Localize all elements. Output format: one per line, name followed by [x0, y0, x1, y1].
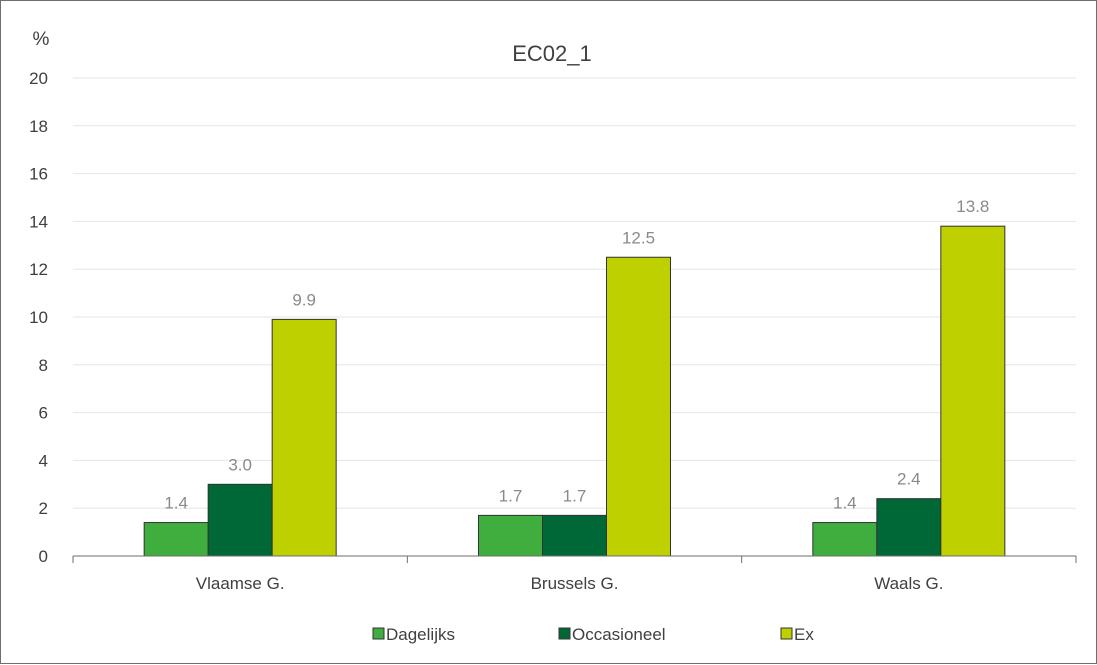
bar-dagelijks [478, 514, 543, 557]
x-axis [72, 555, 1077, 563]
gridlines [73, 77, 1076, 509]
data-label: 13.8 [956, 197, 989, 216]
bar-occasioneel [542, 514, 607, 557]
data-label: 1.7 [499, 486, 523, 505]
bars [143, 225, 1006, 557]
y-tick-label: 16 [29, 165, 48, 184]
data-label: 1.4 [164, 494, 188, 513]
y-tick-label: 6 [39, 404, 48, 423]
bar-dagelijks [143, 522, 209, 557]
x-tick-label: Vlaamse G. [196, 574, 285, 593]
data-label: 1.7 [563, 486, 587, 505]
bar-occasioneel [207, 483, 273, 557]
y-tick-label: 20 [29, 69, 48, 88]
y-tick-label: 0 [39, 547, 48, 566]
bar-occasioneel [876, 498, 942, 557]
y-axis-unit: % [33, 29, 50, 50]
legend-label: Occasioneel [572, 625, 666, 644]
y-tick-label: 14 [29, 212, 48, 231]
x-axis-ticks: Vlaamse G. Brussels G. Waals G. [196, 574, 944, 593]
y-tick-label: 2 [39, 499, 48, 518]
x-tick-label: Brussels G. [531, 574, 619, 593]
legend-item-ex: Ex [780, 625, 814, 644]
data-labels: 1.4 3.0 9.9 1.7 1.7 12.5 1.4 2.4 13.8 [164, 197, 989, 512]
y-tick-label: 12 [29, 260, 48, 279]
chart-title: EC02_1 [512, 41, 592, 66]
legend-item-dagelijks: Dagelijks [372, 625, 455, 644]
y-tick-label: 18 [29, 117, 48, 136]
data-label: 3.0 [228, 455, 252, 474]
legend-label: Dagelijks [386, 625, 455, 644]
y-axis-ticks: 0 2 4 6 8 10 12 14 16 18 20 [29, 69, 48, 566]
y-tick-label: 10 [29, 308, 48, 327]
bar-dagelijks [812, 522, 878, 557]
legend-swatch [372, 627, 385, 640]
data-label: 2.4 [897, 470, 921, 489]
legend-swatch [780, 627, 793, 640]
data-label: 1.4 [833, 494, 857, 513]
legend: Dagelijks Occasioneel Ex [372, 625, 814, 644]
bar-ex [940, 225, 1006, 557]
y-tick-label: 8 [39, 356, 48, 375]
data-label: 9.9 [292, 290, 316, 309]
legend-item-occasioneel: Occasioneel [558, 625, 666, 644]
data-label: 12.5 [622, 228, 655, 247]
x-tick-label: Waals G. [874, 574, 943, 593]
legend-label: Ex [794, 625, 814, 644]
legend-swatch [558, 627, 571, 640]
bar-ex [606, 256, 671, 557]
y-tick-label: 4 [39, 451, 48, 470]
bar-ex [271, 318, 337, 557]
